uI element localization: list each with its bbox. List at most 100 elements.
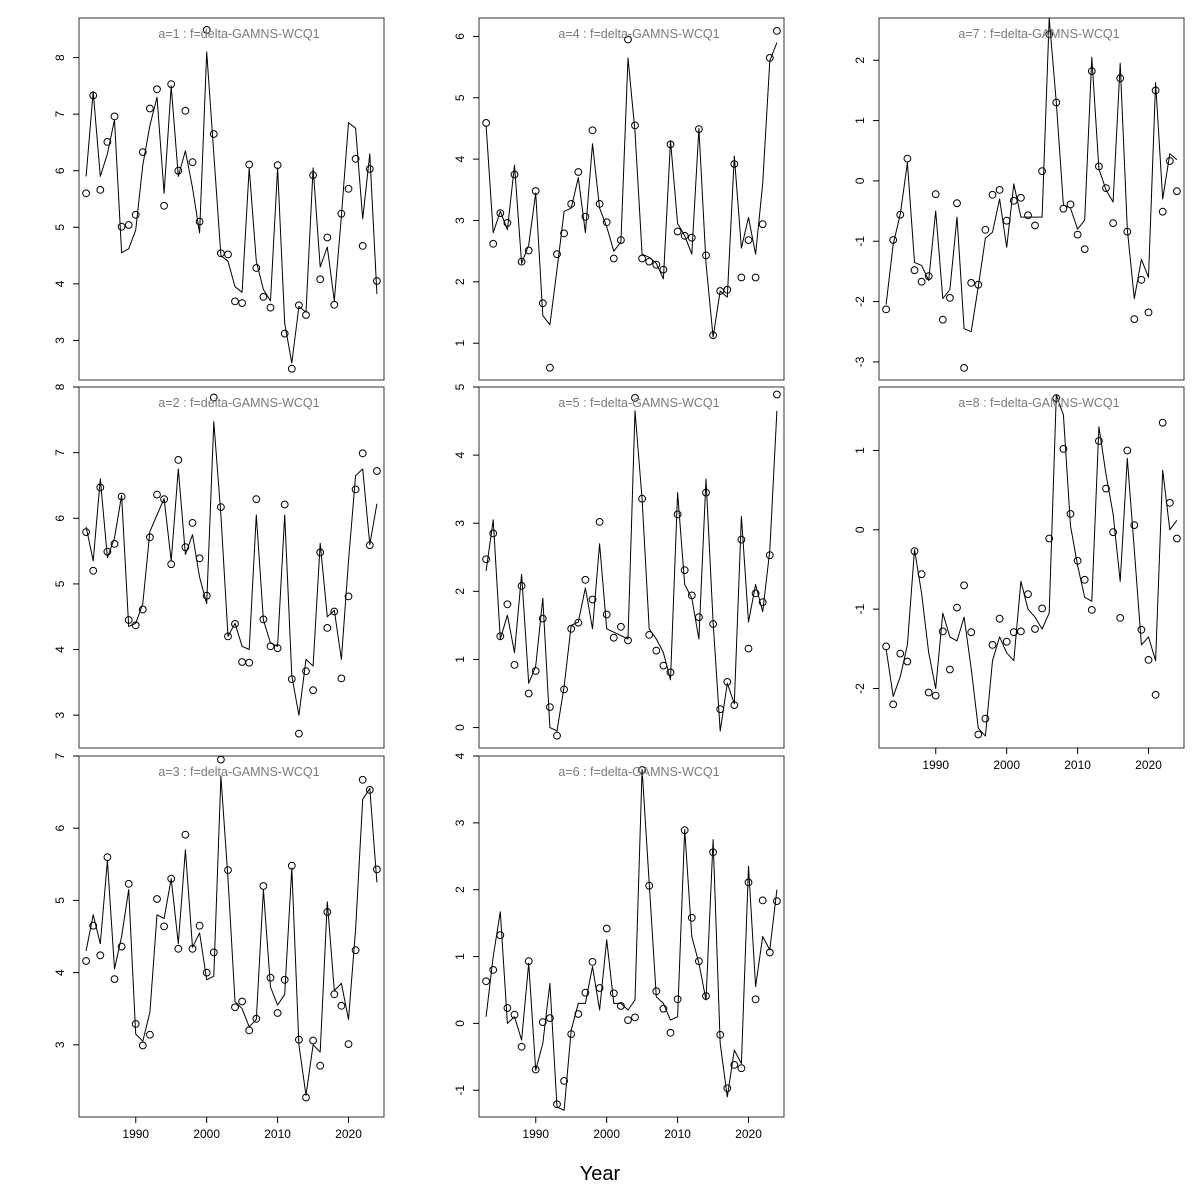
panel-6-data-point	[673, 995, 682, 1004]
panel-4-data-point	[744, 236, 753, 245]
panel-2-data-point	[273, 644, 282, 653]
panel-2-y-tick-label: 3	[53, 712, 67, 719]
panel-5-frame	[478, 386, 785, 749]
panel-1-y-tick-label: 5	[53, 224, 67, 231]
panel-5-data-point	[659, 661, 668, 670]
panel-8-data-point	[960, 581, 968, 590]
panel-7-data-point	[1059, 204, 1068, 213]
panel-8-data-point	[1045, 534, 1054, 543]
panel-2-data-point	[188, 519, 197, 527]
panel-6-data-point	[482, 977, 491, 986]
panel-5-fitted-line	[485, 410, 778, 732]
panel-7-data-point	[1066, 200, 1075, 209]
panel-6-data-point	[617, 1002, 625, 1010]
panel-4-y-tick-label: 2	[453, 278, 467, 285]
panel-6-data-point	[595, 984, 604, 992]
panel-3-data-point	[89, 921, 98, 930]
panel-2-y-tick-label: 5	[53, 580, 67, 587]
panel-1-data-point	[323, 233, 332, 242]
panel-1-y-tick-label: 8	[53, 54, 67, 61]
panel-3-data-point	[82, 957, 90, 965]
panel-6-data-point	[680, 826, 689, 835]
panel-5-data-point	[652, 646, 661, 655]
panel-8-frame	[878, 386, 1185, 749]
panel-8-data-point	[938, 627, 947, 636]
panel-4-group: 1 2 3 4 5 6 a=4 : f=delta-GAMNS-WCQ1	[453, 17, 785, 381]
panel-1-data-point	[344, 184, 353, 193]
panel-6-data-point	[652, 987, 661, 996]
panel-1-data-point	[302, 311, 310, 319]
panel-3-data-point	[110, 975, 119, 983]
panel-6-data-point	[702, 992, 710, 1000]
panel-8-data-point	[1087, 606, 1096, 614]
panel-7-data-point	[1137, 275, 1146, 284]
panel-4-data-point	[737, 273, 746, 282]
panel-3-data-point	[273, 1009, 282, 1017]
panel-5-data-point	[574, 618, 583, 627]
panel-5-data-point	[723, 678, 732, 686]
panel-5-data-point	[702, 488, 710, 497]
panel-7-data-point	[896, 210, 905, 219]
panel-1-data-point	[309, 171, 318, 180]
panel-6-data-point	[645, 881, 654, 890]
panel-4-data-point	[595, 200, 604, 208]
panel-8-data-point	[1073, 556, 1082, 565]
panel-1-data-point	[131, 210, 140, 219]
panel-3-data-point	[323, 908, 332, 916]
panel-6-data-point	[744, 878, 753, 887]
panel-8-data-point	[1158, 418, 1167, 427]
panel-2-data-point	[82, 528, 90, 536]
panel-5-y-tick-label: 1	[453, 656, 467, 663]
panel-7-data-point	[1087, 67, 1096, 75]
panel-4-y-tick-label: 4	[453, 155, 467, 162]
panel-8-data-point	[1095, 437, 1103, 445]
panel-7-data-point	[995, 186, 1004, 194]
panel-5-data-point	[758, 598, 767, 607]
panel-6-data-point	[602, 924, 611, 933]
panel-6-data-point	[751, 995, 760, 1004]
panel-2-data-point	[217, 503, 225, 512]
panel-3-data-point	[358, 775, 367, 784]
panel-8-data-point	[1144, 656, 1153, 664]
panel-1-data-point	[160, 201, 169, 210]
panel-5-data-point	[680, 566, 689, 575]
panel-2-data-point	[344, 592, 353, 601]
panel-3-frame	[78, 755, 385, 1118]
panel-6-data-point	[716, 1030, 725, 1039]
panel-7-data-point	[1095, 162, 1103, 171]
panel-2-data-point	[358, 449, 367, 458]
panel-5-data-point	[567, 624, 576, 633]
panel-5-data-point	[588, 595, 597, 604]
panel-8-data-point	[981, 714, 990, 723]
panel-3-data-point	[117, 942, 126, 951]
panel-1-data-point	[117, 222, 126, 231]
panel-3-data-point	[209, 948, 218, 957]
panel-5-data-point	[609, 633, 618, 642]
panel-3-data-point	[195, 921, 204, 930]
panel-2-data-point	[181, 543, 190, 552]
panel-1-data-point	[337, 209, 346, 218]
panel-3-data-point	[316, 1061, 325, 1070]
panel-8-data-point	[1038, 604, 1046, 613]
panel-1-data-point	[245, 160, 254, 169]
panel-4-data-point	[631, 121, 639, 130]
panel-7-data-point	[931, 190, 940, 199]
panel-6-data-point	[517, 1042, 526, 1051]
panel-4-data-point	[588, 126, 597, 135]
panel-5-data-point	[531, 667, 540, 675]
panel-7-data-point	[1109, 219, 1117, 228]
panel-8-data-point	[1024, 590, 1032, 598]
panel-8-data-point	[917, 570, 926, 579]
panel-7-data-point	[1165, 157, 1174, 165]
panel-7-y-tick-label: -2	[853, 296, 867, 307]
panel-6-data-point	[773, 897, 781, 905]
panel-6-fitted-line	[485, 768, 778, 1111]
panel-3-data-point	[103, 853, 112, 861]
panel-8-data-point	[889, 700, 898, 709]
panel-2-data-point	[316, 548, 325, 557]
panel-5-data-point	[489, 529, 498, 538]
panel-2-data-point	[167, 560, 176, 569]
panel-5-y-tick-label: 0	[453, 724, 467, 731]
panel-1-data-point	[174, 166, 183, 175]
panel-5-data-point	[560, 685, 568, 694]
